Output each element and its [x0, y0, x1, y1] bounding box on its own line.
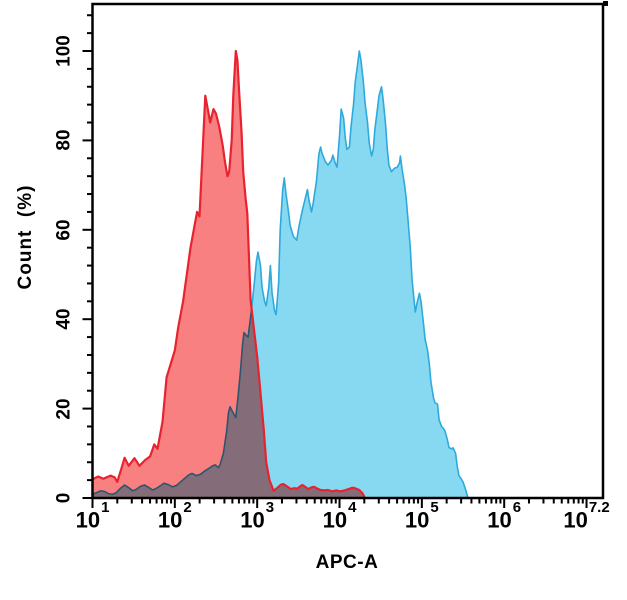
y-tick-label: 80	[53, 129, 75, 151]
red-series-outline	[92, 49, 366, 499]
x-tick-label: 104	[322, 498, 357, 533]
plot-border	[91, 2, 605, 500]
x-tick-label: 107.2	[563, 498, 610, 533]
x-axis-ticks	[91, 498, 588, 508]
x-tick-label: 105	[404, 498, 439, 533]
y-axis-ticks	[82, 14, 93, 499]
y-tick-label: 100	[53, 35, 75, 67]
y-tick-label: 40	[53, 308, 75, 330]
red-series-area	[92, 51, 365, 498]
x-tick-label: 103	[240, 498, 275, 533]
y-tick-label: 0	[53, 492, 75, 504]
y-tick-label: 20	[53, 398, 75, 420]
blue-series-area	[91, 50, 469, 499]
y-tick-label: 60	[53, 219, 75, 241]
y-axis-title: Count (%)	[15, 184, 36, 290]
x-axis-title: APC-A	[315, 552, 379, 573]
x-tick-label: 106	[487, 498, 522, 533]
red-series-overlap-group	[92, 51, 365, 498]
corner-dot	[603, 1, 608, 6]
x-tick-label: 101	[75, 498, 110, 533]
x-tick-label: 102	[157, 498, 192, 533]
